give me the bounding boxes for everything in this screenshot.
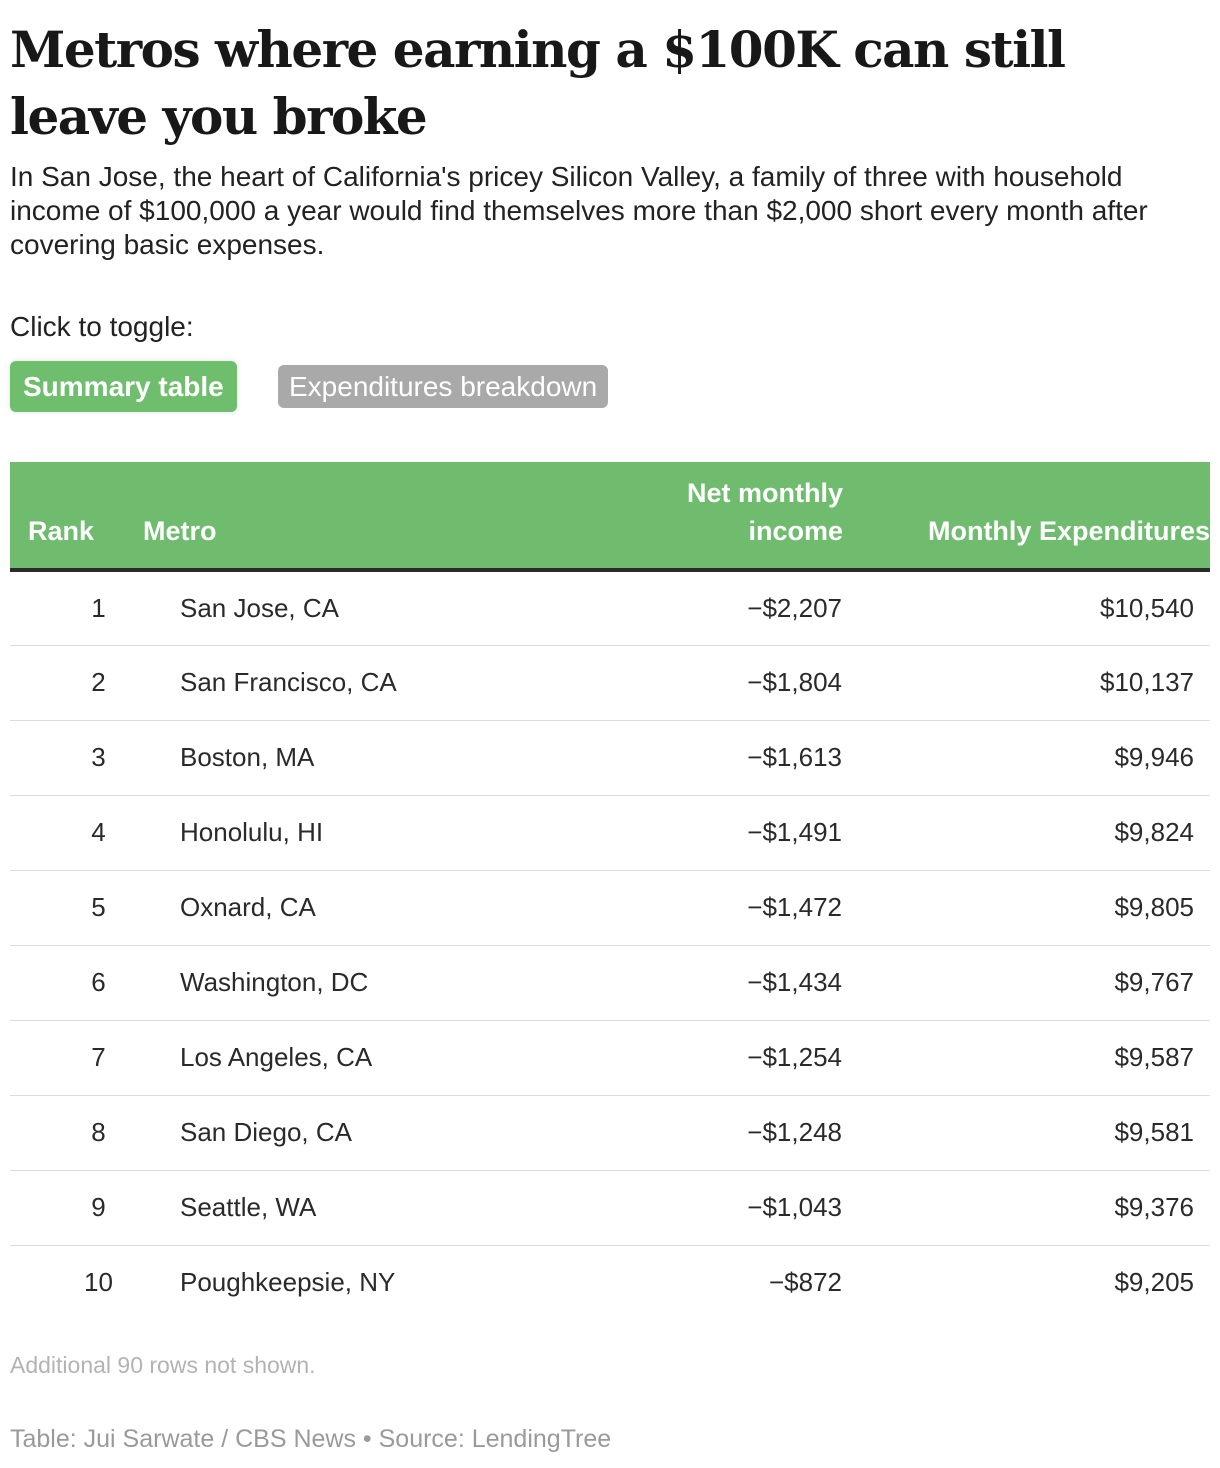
cell-rank: 5 <box>91 892 106 922</box>
table-row: 6 Washington, DC −$1,434 $9,767 <box>10 945 1210 1020</box>
table-row: 3 Boston, MA −$1,613 $9,946 <box>10 720 1210 795</box>
table-row: 4 Honolulu, HI −$1,491 $9,824 <box>10 795 1210 870</box>
table-row: 8 San Diego, CA −$1,248 $9,581 <box>10 1095 1210 1170</box>
credit-line: Table: Jui Sarwate / CBS News • Source: … <box>10 1425 612 1453</box>
table-body: 1 San Jose, CA −$2,207 $10,540 2 San Francisc… <box>10 570 1210 1320</box>
cell-monthly-expenditures: $9,581 <box>1114 1117 1194 1147</box>
table-header-row: Rank Metro Net monthly income Monthly Ex… <box>10 462 1210 572</box>
cell-monthly-expenditures: $9,587 <box>1114 1042 1194 1072</box>
cell-metro: Washington, DC <box>180 967 369 997</box>
chart-subtitle: In San Jose, the heart of California's p… <box>10 161 1148 260</box>
column-header-rank[interactable]: Rank <box>10 462 143 572</box>
cell-metro: Oxnard, CA <box>180 892 316 922</box>
cell-net-monthly-income: −$1,043 <box>747 1192 842 1222</box>
cell-metro: Boston, MA <box>180 742 315 772</box>
table-row: 10 Poughkeepsie, NY −$872 $9,205 <box>10 1245 1210 1320</box>
cell-monthly-expenditures: $9,376 <box>1114 1192 1194 1222</box>
cell-monthly-expenditures: $10,540 <box>1100 592 1194 623</box>
cell-rank: 3 <box>91 742 106 772</box>
cell-net-monthly-income: −$1,434 <box>747 967 842 997</box>
chart-title: Metros where earning a $100K can still l… <box>10 20 1066 146</box>
table-row: 7 Los Angeles, CA −$1,254 $9,587 <box>10 1020 1210 1095</box>
cell-monthly-expenditures: $9,824 <box>1114 817 1194 847</box>
table-row: 5 Oxnard, CA −$1,472 $9,805 <box>10 870 1210 945</box>
cell-rank: 6 <box>91 967 106 997</box>
cell-metro: San Diego, CA <box>180 1117 352 1147</box>
summary-table: Rank Metro Net monthly income Monthly Ex… <box>10 462 1210 1320</box>
rows-not-shown-note: Additional 90 rows not shown. <box>10 1352 316 1378</box>
cell-monthly-expenditures: $9,946 <box>1114 742 1194 772</box>
cell-metro: Los Angeles, CA <box>180 1042 373 1072</box>
column-header-net-monthly-income[interactable]: Net monthly income <box>491 462 843 572</box>
cell-monthly-expenditures: $9,767 <box>1114 967 1194 997</box>
cell-rank: 4 <box>91 817 106 847</box>
summary-table-toggle-button[interactable]: Summary table <box>10 361 237 412</box>
expenditures-breakdown-toggle-button[interactable]: Expenditures breakdown <box>278 365 609 408</box>
column-header-monthly-expenditures[interactable]: Monthly Expenditures <box>843 462 1210 572</box>
cell-rank: 9 <box>91 1192 106 1222</box>
table-row: 1 San Jose, CA −$2,207 $10,540 <box>10 570 1210 645</box>
table-row: 9 Seattle, WA −$1,043 $9,376 <box>10 1170 1210 1245</box>
cell-net-monthly-income: −$2,207 <box>747 592 842 623</box>
table-row: 2 San Francisco, CA −$1,804 $10,137 <box>10 645 1210 720</box>
cell-rank: 1 <box>91 592 106 623</box>
cell-monthly-expenditures: $9,805 <box>1114 892 1194 922</box>
cell-monthly-expenditures: $9,205 <box>1114 1267 1194 1298</box>
cell-net-monthly-income: −$1,613 <box>747 742 842 772</box>
cell-rank: 2 <box>91 667 106 697</box>
cell-monthly-expenditures: $10,137 <box>1100 667 1194 697</box>
cell-net-monthly-income: −$1,491 <box>747 817 842 847</box>
cell-net-monthly-income: −$1,254 <box>747 1042 842 1072</box>
cell-net-monthly-income: −$1,472 <box>747 892 842 922</box>
cell-metro: San Jose, CA <box>180 592 339 623</box>
column-header-metro[interactable]: Metro <box>143 462 491 572</box>
cell-rank: 7 <box>91 1042 106 1072</box>
cell-metro: San Francisco, CA <box>180 667 397 697</box>
cell-metro: Honolulu, HI <box>180 817 324 847</box>
cell-net-monthly-income: −$872 <box>768 1267 842 1298</box>
column-header-net-label: Net monthly income <box>686 478 843 546</box>
cell-net-monthly-income: −$1,248 <box>747 1117 842 1147</box>
toggle-group: Summary table Expenditures breakdown <box>10 361 1210 417</box>
cell-metro: Seattle, WA <box>180 1192 317 1222</box>
cell-rank: 10 <box>84 1267 113 1298</box>
cell-rank: 8 <box>91 1117 106 1147</box>
cell-net-monthly-income: −$1,804 <box>747 667 842 697</box>
cell-metro: Poughkeepsie, NY <box>180 1267 396 1298</box>
toggle-label: Click to toggle: <box>10 311 194 342</box>
